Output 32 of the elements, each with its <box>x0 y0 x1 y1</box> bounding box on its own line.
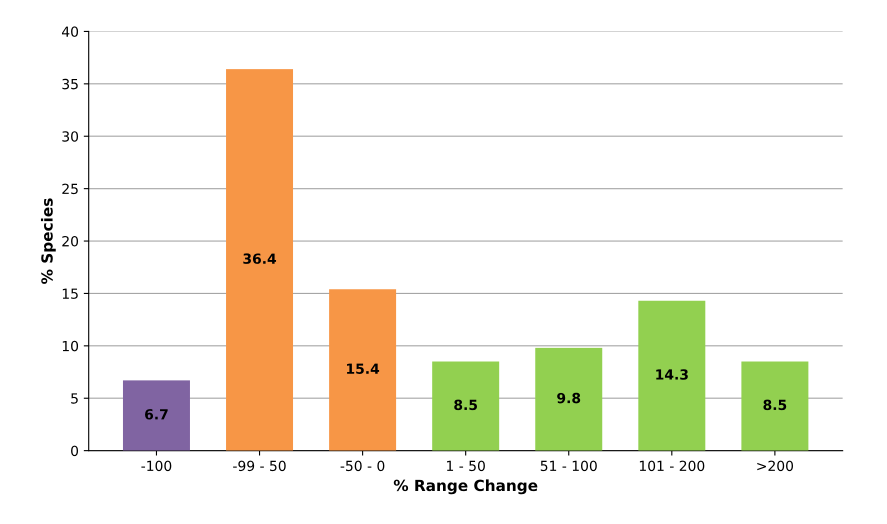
bar <box>226 69 294 451</box>
bar <box>432 362 500 451</box>
y-tick-label: 20 <box>62 236 78 247</box>
bar <box>329 289 396 451</box>
data-label: 15.4 <box>347 364 380 374</box>
x-tick-label: >200 <box>757 460 794 472</box>
y-tick-label: 30 <box>62 131 78 142</box>
bar <box>535 348 602 451</box>
x-axis-title: % Range Change <box>394 479 538 494</box>
data-label: 8.5 <box>763 400 786 410</box>
y-axis-title: % Species <box>40 198 56 284</box>
x-tick-label: -50 - 0 <box>340 460 384 472</box>
y-tick-label: 15 <box>62 288 78 299</box>
x-tick-label: 101 - 200 <box>640 460 704 472</box>
x-tick-label: 1 - 50 <box>447 460 485 472</box>
x-tick-label: -100 <box>141 460 172 472</box>
bar <box>638 300 706 451</box>
y-tick-label: 5 <box>71 393 78 404</box>
y-tick-label: 25 <box>62 184 78 194</box>
x-tick-label: 51 - 100 <box>540 460 597 472</box>
y-tick-label: 35 <box>62 78 78 90</box>
data-label: 6.7 <box>145 409 168 420</box>
bar <box>741 362 808 451</box>
y-tick-label: 10 <box>62 340 78 352</box>
data-label: 8.5 <box>454 400 478 410</box>
data-label: 9.8 <box>557 392 580 404</box>
bar <box>122 380 190 451</box>
data-label: 36.4 <box>243 253 276 264</box>
data-label: 14.3 <box>656 369 688 380</box>
y-tick-label: 40 <box>62 26 78 37</box>
x-tick-label: -99 - 50 <box>233 460 286 472</box>
y-tick-label: 0 <box>71 446 78 456</box>
